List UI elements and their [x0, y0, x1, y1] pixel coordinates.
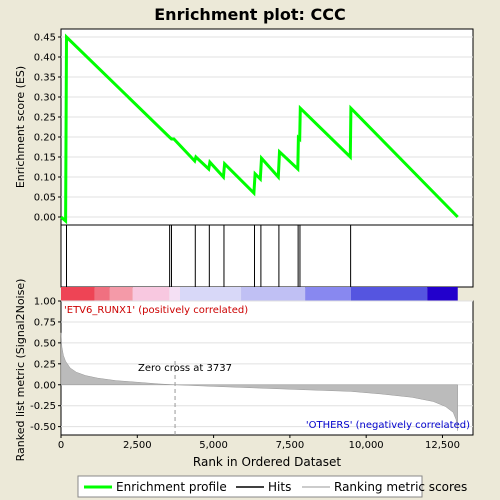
hits-area [60, 224, 474, 288]
es-y-tick-label: 0.35 [34, 73, 56, 84]
enrichment-profile-line [60, 33, 459, 225]
metric-y-tick-label: 0.50 [34, 338, 56, 349]
x-tick-label: 5,000 [199, 440, 228, 451]
colorbar-segment [350, 287, 428, 301]
colorbar-segment [180, 287, 242, 301]
metric-y-tick-label: -0.50 [30, 422, 56, 433]
es-y-tick-label: 0.40 [34, 53, 56, 64]
x-tick-label: 2,500 [123, 440, 152, 451]
es-y-tick-label: 0.15 [34, 153, 56, 164]
metric-y-tick-label: 0.25 [34, 359, 56, 370]
es-y-tick-label: 0.30 [34, 93, 56, 104]
metric-y-tick-label: -0.25 [30, 401, 56, 412]
x-tick-label: 12,500 [425, 440, 460, 451]
es-y-tick-label: 0.10 [34, 173, 56, 184]
metric-y-tick-label: 0.75 [34, 317, 56, 328]
metric-y-tick-label: 0.00 [34, 380, 56, 391]
es-plot-area [60, 28, 474, 226]
es-y-tick-label: 0.00 [34, 213, 56, 224]
es-y-axis-label: Enrichment score (ES) [14, 66, 27, 188]
metric-plot-area [60, 300, 474, 436]
colorbar-segment [94, 287, 110, 301]
colorbar-segment [132, 287, 170, 301]
metric-y-tick-label: 1.00 [34, 297, 56, 308]
x-tick-label: 10,000 [349, 440, 384, 451]
colorbar-segment [109, 287, 133, 301]
x-tick-label: 7,500 [276, 440, 305, 451]
zero-cross-label: Zero cross at 3737 [138, 363, 232, 374]
colorbar-segment [61, 287, 95, 301]
x-axis-label: Rank in Ordered Dataset [193, 455, 341, 469]
chart-title: Enrichment plot: CCC [154, 5, 345, 24]
legend-hits-label: Hits [268, 480, 291, 494]
negative-label: 'OTHERS' (negatively correlated) [306, 420, 470, 431]
es-y-tick-label: 0.45 [34, 33, 56, 44]
legend-enrichment-label: Enrichment profile [116, 480, 227, 494]
x-tick-label: 0 [58, 440, 64, 451]
colorbar-segment [241, 287, 306, 301]
es-y-tick-label: 0.05 [34, 193, 56, 204]
colorbar-segment [169, 287, 181, 301]
legend-metric-label: Ranking metric scores [334, 480, 467, 494]
es-y-tick-label: 0.25 [34, 113, 56, 124]
es-y-tick-label: 0.20 [34, 133, 56, 144]
colorbar-segment [427, 287, 458, 301]
ranking-metric-area [60, 332, 458, 431]
colorbar-segment [305, 287, 351, 301]
metric-y-axis-label: Ranked list metric (Signal2Noise) [14, 279, 27, 462]
positive-label: 'ETV6_RUNX1' (positively correlated) [64, 305, 248, 316]
legend: Enrichment profile Hits Ranking metric s… [77, 475, 467, 498]
